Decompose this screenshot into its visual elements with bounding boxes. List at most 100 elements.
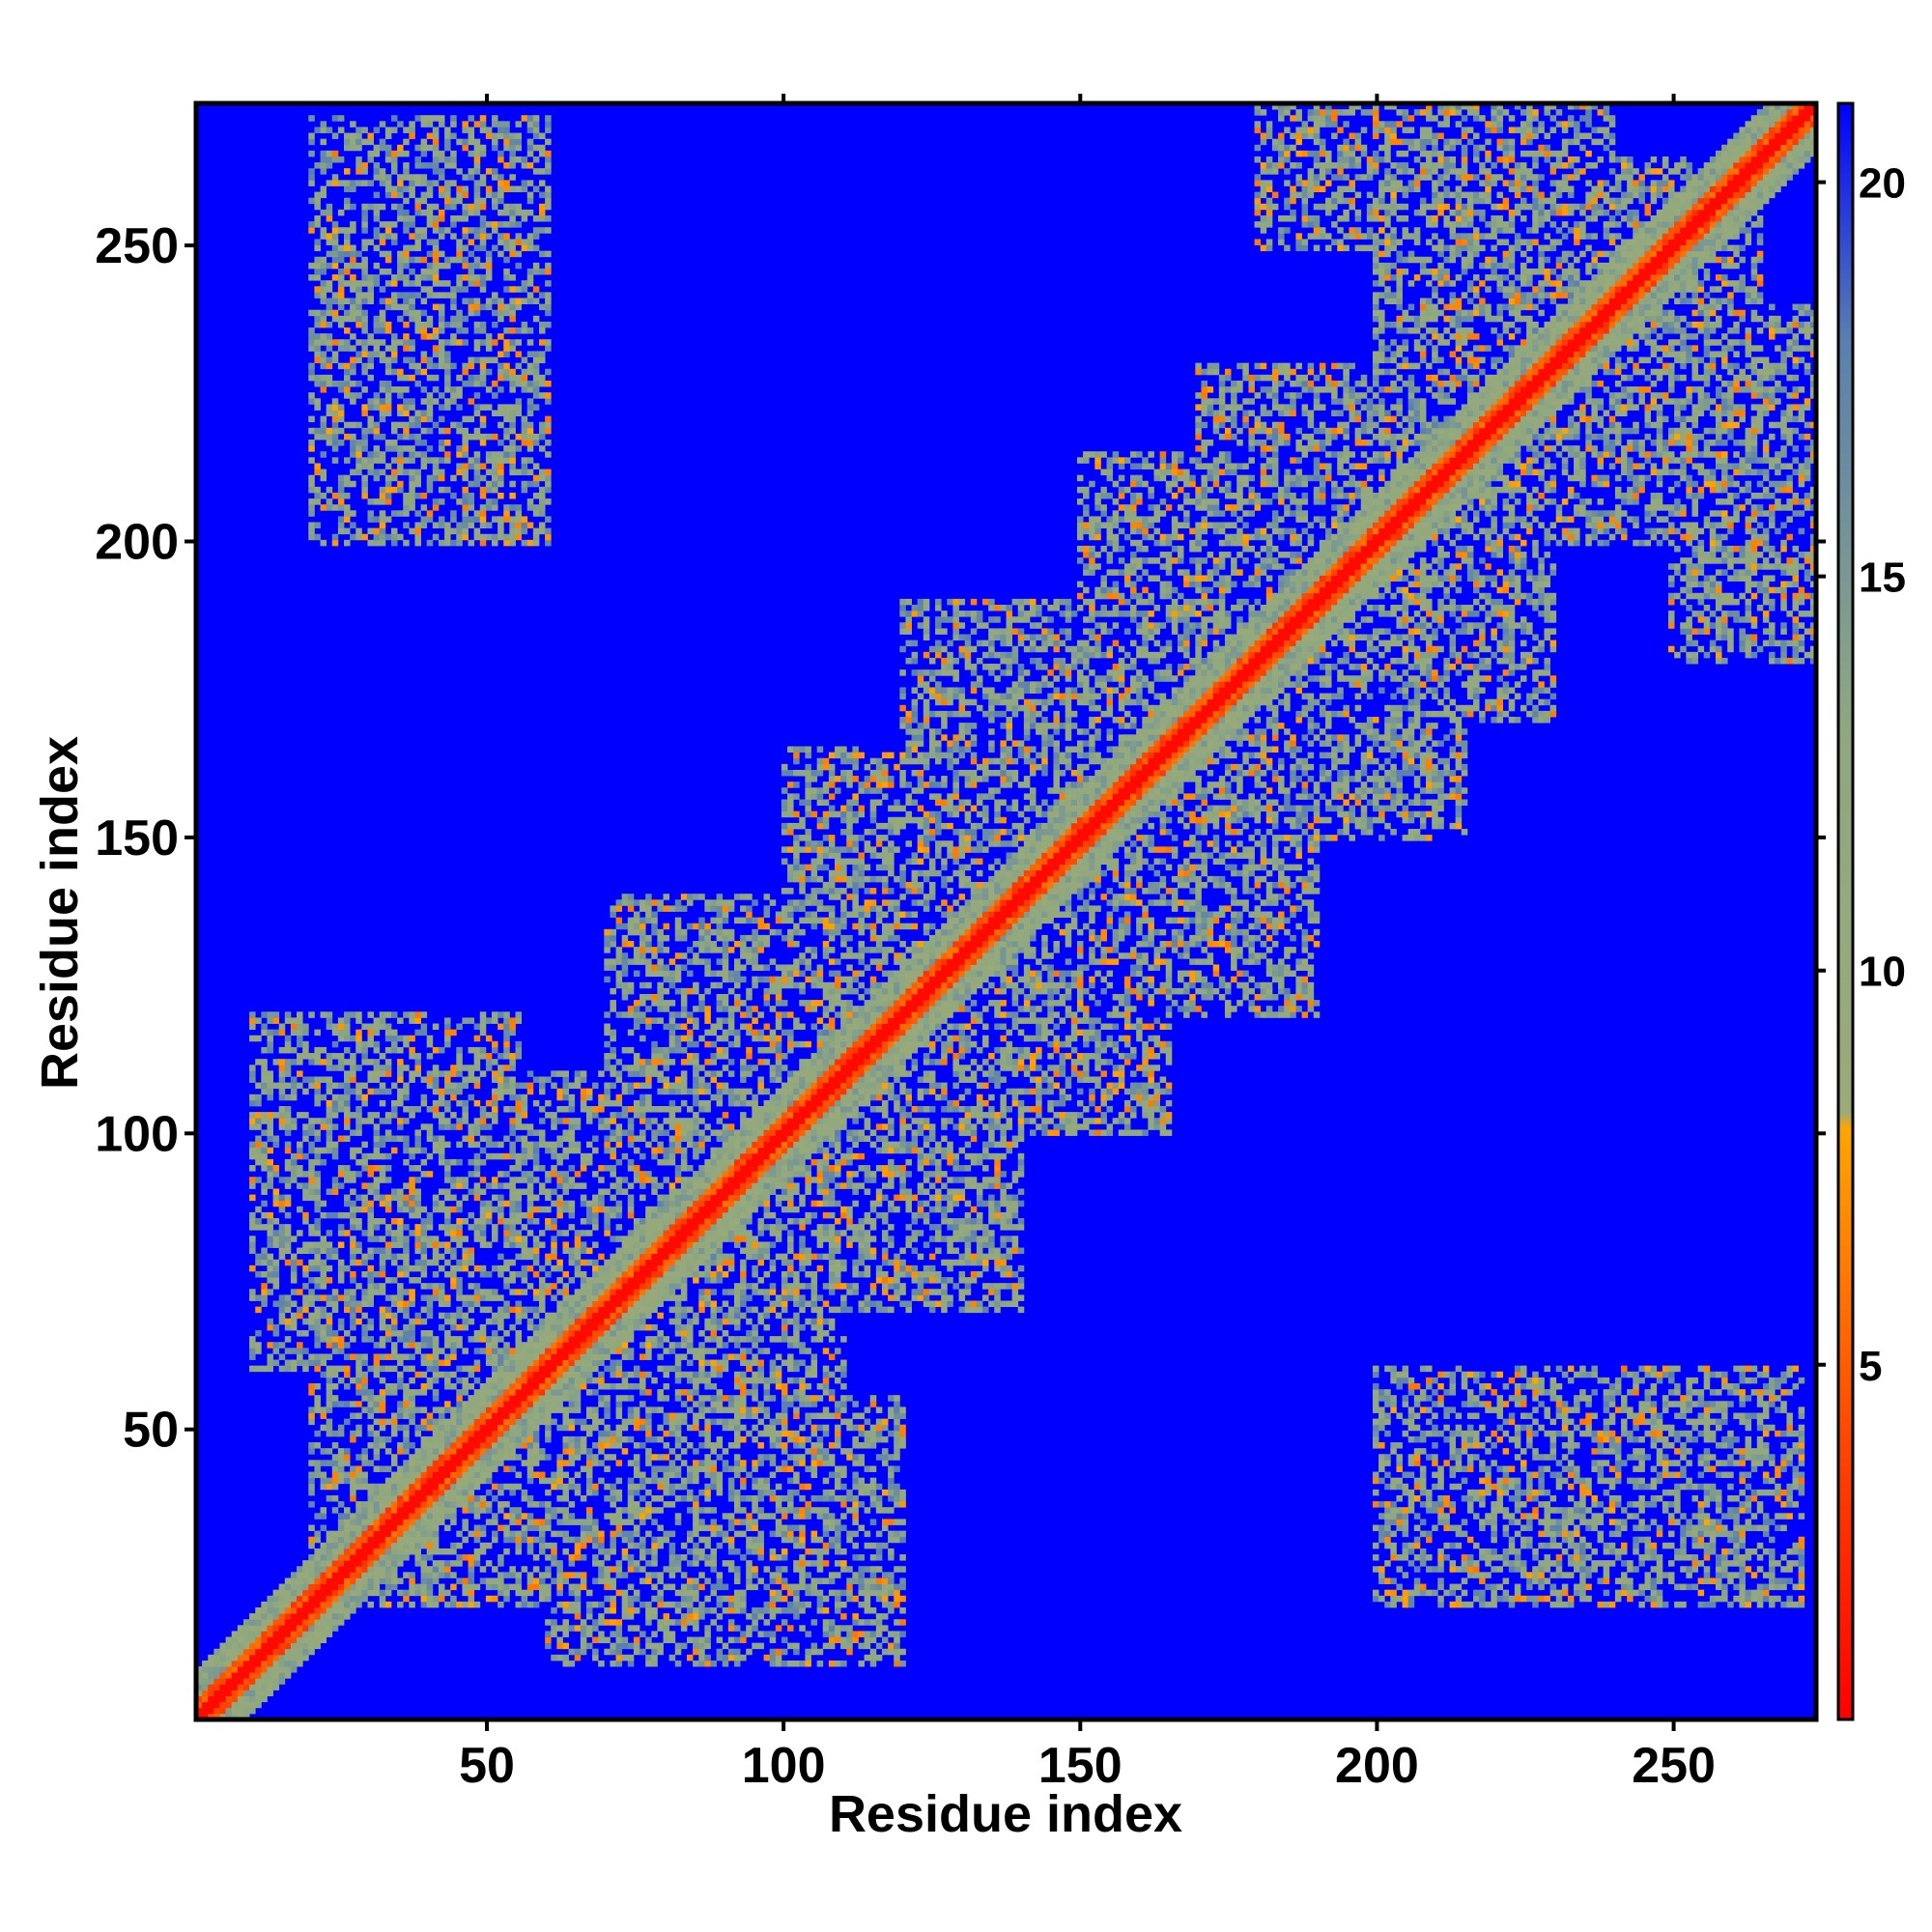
heatmap-cell <box>308 1501 315 1508</box>
heatmap-cell <box>232 1696 239 1703</box>
heatmap-cell <box>469 1596 475 1603</box>
heatmap-cell <box>355 1112 362 1119</box>
heatmap-cell <box>350 534 356 541</box>
heatmap-cell <box>492 1454 498 1461</box>
heatmap-cell <box>522 1224 528 1231</box>
heatmap-cell <box>439 1413 445 1420</box>
heatmap-cell <box>332 227 339 234</box>
heatmap-cell <box>474 227 481 234</box>
heatmap-cell <box>486 404 493 411</box>
heatmap-cell <box>414 280 421 287</box>
heatmap-cell <box>327 1531 333 1538</box>
heatmap-cell <box>267 1265 273 1272</box>
heatmap-cell <box>344 1165 351 1172</box>
heatmap-cell <box>509 310 516 317</box>
heatmap-cell <box>255 1619 262 1626</box>
heatmap-cell <box>433 251 440 258</box>
heatmap-cell <box>397 1577 404 1584</box>
heatmap-cell <box>509 1017 516 1024</box>
heatmap-cell <box>344 1419 351 1426</box>
heatmap-cell <box>314 1283 321 1290</box>
heatmap-cell <box>503 1024 510 1031</box>
heatmap-cell <box>556 1277 563 1284</box>
heatmap-cell <box>361 1207 368 1213</box>
heatmap-cell <box>332 1024 339 1031</box>
heatmap-cell <box>255 1254 262 1261</box>
heatmap-cell <box>391 185 398 192</box>
heatmap-cell <box>450 1584 457 1591</box>
heatmap-cell <box>385 1507 392 1514</box>
heatmap-cell <box>421 1572 428 1578</box>
heatmap-cell <box>545 422 552 429</box>
heatmap-cell <box>474 375 481 382</box>
heatmap-cell <box>474 1024 481 1031</box>
heatmap-cell <box>556 1207 563 1213</box>
heatmap-cell <box>527 151 534 157</box>
heatmap-cell <box>414 540 421 547</box>
heatmap-cell <box>527 1336 534 1343</box>
heatmap-cell <box>469 1076 475 1083</box>
heatmap-cell <box>385 1118 392 1124</box>
heatmap-cell <box>302 1625 309 1632</box>
heatmap-cell <box>202 1684 209 1690</box>
heatmap-cell <box>355 1478 362 1485</box>
heatmap-cell <box>433 204 440 211</box>
heatmap-cell <box>456 1472 463 1479</box>
heatmap-cell <box>444 204 451 211</box>
heatmap-cell <box>385 445 392 452</box>
heatmap-cell <box>338 298 345 304</box>
heatmap-cell <box>249 1265 256 1272</box>
heatmap-cell <box>397 1495 404 1502</box>
heatmap-cell <box>391 1501 398 1508</box>
heatmap-cell <box>497 1065 504 1071</box>
heatmap-cell <box>397 1537 404 1544</box>
heatmap-cell <box>509 1024 516 1031</box>
heatmap-cell <box>527 339 534 346</box>
heatmap-cell <box>551 1313 557 1320</box>
heatmap-cell <box>439 210 445 216</box>
heatmap-cell <box>374 498 381 505</box>
heatmap-cell <box>492 451 498 458</box>
heatmap-cell <box>509 1289 516 1295</box>
heatmap-cell <box>385 534 392 541</box>
heatmap-cell <box>509 1406 516 1413</box>
heatmap-cell <box>533 504 540 511</box>
heatmap-cell <box>350 1294 356 1301</box>
heatmap-cell <box>380 416 386 423</box>
heatmap-cell <box>480 1330 487 1337</box>
heatmap-cell <box>503 1383 510 1390</box>
heatmap-cell <box>261 1260 268 1266</box>
heatmap-cell <box>575 1554 582 1561</box>
heatmap-cell <box>385 1165 392 1172</box>
heatmap-cell <box>509 162 516 169</box>
heatmap-cell <box>569 1294 576 1301</box>
heatmap-cell <box>562 1153 569 1160</box>
heatmap-cell <box>469 1484 475 1491</box>
heatmap-cell <box>321 292 327 298</box>
heatmap-cell <box>433 1465 440 1472</box>
heatmap-cell <box>380 1289 386 1295</box>
heatmap-cell <box>516 1336 523 1343</box>
heatmap-cell <box>344 133 351 140</box>
heatmap-cell <box>427 404 434 411</box>
heatmap-cell <box>551 1607 557 1614</box>
heatmap-cell <box>516 1531 523 1538</box>
heatmap-cell <box>361 457 368 464</box>
heatmap-cell <box>545 1171 552 1178</box>
heatmap-cell <box>414 493 421 499</box>
heatmap-cell <box>497 1419 504 1426</box>
heatmap-cell <box>556 1336 563 1343</box>
heatmap-cell <box>391 528 398 535</box>
heatmap-cell <box>350 451 356 458</box>
heatmap-cell <box>321 339 327 346</box>
heatmap-cell <box>509 215 516 222</box>
heatmap-cell <box>469 1465 475 1472</box>
heatmap-cell <box>516 1083 523 1090</box>
heatmap-cell <box>469 168 475 175</box>
heatmap-cell <box>516 1602 523 1608</box>
heatmap-cell <box>556 1313 563 1320</box>
heatmap-cell <box>522 156 528 163</box>
heatmap-cell <box>403 298 410 304</box>
heatmap-cell <box>492 534 498 541</box>
heatmap-cell <box>249 1100 256 1107</box>
